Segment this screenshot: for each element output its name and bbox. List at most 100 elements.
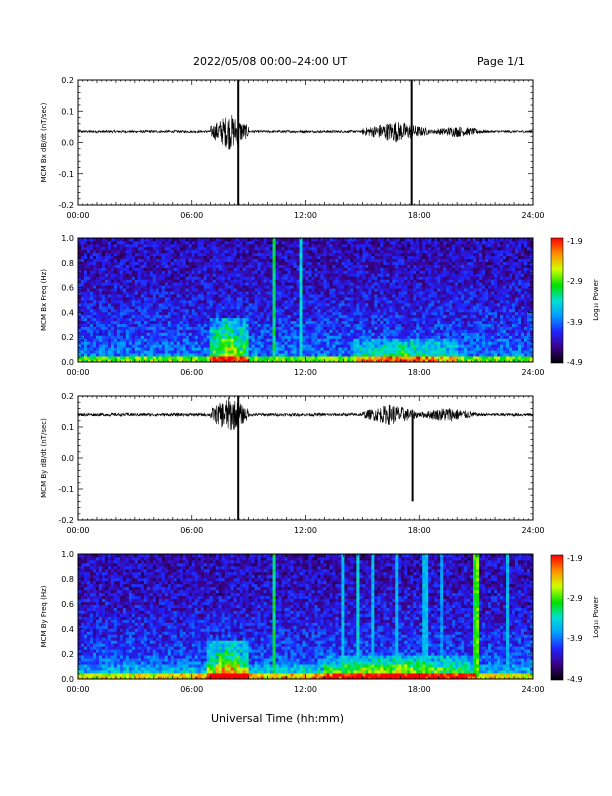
spectrogram-cell <box>147 294 150 297</box>
spectrogram-cell <box>87 262 90 265</box>
spectrogram-cell <box>81 341 84 344</box>
spectrogram-cell <box>338 324 341 327</box>
spectrogram-cell <box>341 330 344 333</box>
spectrogram-cell <box>285 291 288 294</box>
spectrogram-cell <box>308 309 311 312</box>
spectrogram-cell <box>249 256 252 259</box>
spectrogram-cell <box>198 265 201 268</box>
spectrogram-cell <box>362 332 365 335</box>
spectrogram-cell <box>365 297 368 300</box>
spectrogram-cell <box>264 332 267 335</box>
spectrogram-cell <box>338 309 341 312</box>
spectrogram-cell <box>314 273 317 276</box>
spectrogram-cell <box>380 262 383 265</box>
spectrogram-cell <box>350 241 353 244</box>
spectrogram-cell <box>267 265 270 268</box>
spectrogram-cell <box>102 256 105 259</box>
spectrogram-cell <box>362 321 365 324</box>
spectrogram-cell <box>297 282 300 285</box>
spectrogram-cell <box>306 276 309 279</box>
spectrogram-cell <box>252 327 255 330</box>
spectrogram-cell <box>252 276 255 279</box>
spectrogram-cell <box>398 262 401 265</box>
spectrogram-cell <box>138 344 141 347</box>
spectrogram-cell <box>267 312 270 315</box>
spectrogram-cell <box>183 253 186 256</box>
spectrogram-cell <box>249 309 252 312</box>
spectrogram-cell <box>392 273 395 276</box>
spectrogram-cell <box>228 309 231 312</box>
spectrogram-cell <box>150 262 153 265</box>
spectrogram-cell <box>207 241 210 244</box>
spectrogram-cell <box>276 318 279 321</box>
spectrogram-cell <box>204 309 207 312</box>
spectrogram-cell <box>383 241 386 244</box>
spectrogram-cell <box>147 253 150 256</box>
spectrogram-cell <box>105 335 108 338</box>
spectrogram-cell <box>99 285 102 288</box>
spectrogram-cell <box>114 306 117 309</box>
spectrogram-cell <box>84 356 87 359</box>
spectrogram-cell <box>413 303 416 306</box>
spectrogram-cell <box>147 312 150 315</box>
spectrogram-cell <box>168 265 171 268</box>
spectrogram-cell <box>234 341 237 344</box>
spectrogram-cell <box>317 312 320 315</box>
spectrogram-cell <box>359 327 362 330</box>
spectrogram-cell <box>353 306 356 309</box>
spectrogram-cell <box>111 321 114 324</box>
spectrogram-cell <box>108 268 111 271</box>
spectrogram-cell <box>129 356 132 359</box>
spectrogram-cell <box>165 276 168 279</box>
spectrogram-cell <box>228 268 231 271</box>
spectrogram-cell <box>132 344 135 347</box>
spectrogram-cell <box>365 273 368 276</box>
spectrogram-cell <box>282 279 285 282</box>
spectrogram-cell <box>341 344 344 347</box>
spectrogram-cell <box>320 259 323 262</box>
spectrogram-cell <box>129 288 132 291</box>
spectrogram-cell <box>398 332 401 335</box>
spectrogram-cell <box>207 279 210 282</box>
spectrogram-cell <box>120 312 123 315</box>
spectrogram-cell <box>282 291 285 294</box>
spectrogram-cell <box>234 270 237 273</box>
spectrogram-cell <box>198 315 201 318</box>
spectrogram-cell <box>377 273 380 276</box>
spectrogram-cell <box>207 300 210 303</box>
spectrogram-cell <box>192 250 195 253</box>
spectrogram-cell <box>267 350 270 353</box>
spectrogram-cell <box>311 256 314 259</box>
spectrogram-cell <box>306 256 309 259</box>
spectrogram-cell <box>99 265 102 268</box>
spectrogram-cell <box>291 338 294 341</box>
spectrogram-cell <box>159 238 162 241</box>
spectrogram-cell <box>195 276 198 279</box>
spectrogram-cell <box>255 279 258 282</box>
spectrogram-cell <box>216 288 219 291</box>
spectrogram-cell <box>156 276 159 279</box>
spectrogram-cell <box>303 350 306 353</box>
spectrogram-cell <box>174 250 177 253</box>
spectrogram-cell <box>141 259 144 262</box>
spectrogram-cell <box>162 268 165 271</box>
spectrogram-cell <box>404 273 407 276</box>
spectrogram-cell <box>237 270 240 273</box>
spectrogram-cell <box>407 276 410 279</box>
spectrogram-cell <box>332 300 335 303</box>
spectrogram-cell <box>237 306 240 309</box>
spectrogram-cell <box>273 344 276 347</box>
spectrogram-cell <box>147 330 150 333</box>
spectrogram-cell <box>105 285 108 288</box>
spectrogram-cell <box>225 288 228 291</box>
spectrogram-cell <box>317 262 320 265</box>
spectrogram-cell <box>138 294 141 297</box>
spectrogram-cell <box>359 341 362 344</box>
spectrogram-cell <box>138 244 141 247</box>
spectrogram-cell <box>329 330 332 333</box>
spectrogram-cell <box>234 327 237 330</box>
spectrogram-cell <box>183 259 186 262</box>
spectrogram-cell <box>365 306 368 309</box>
spectrogram-cell <box>314 315 317 318</box>
spectrogram-cell <box>398 330 401 333</box>
